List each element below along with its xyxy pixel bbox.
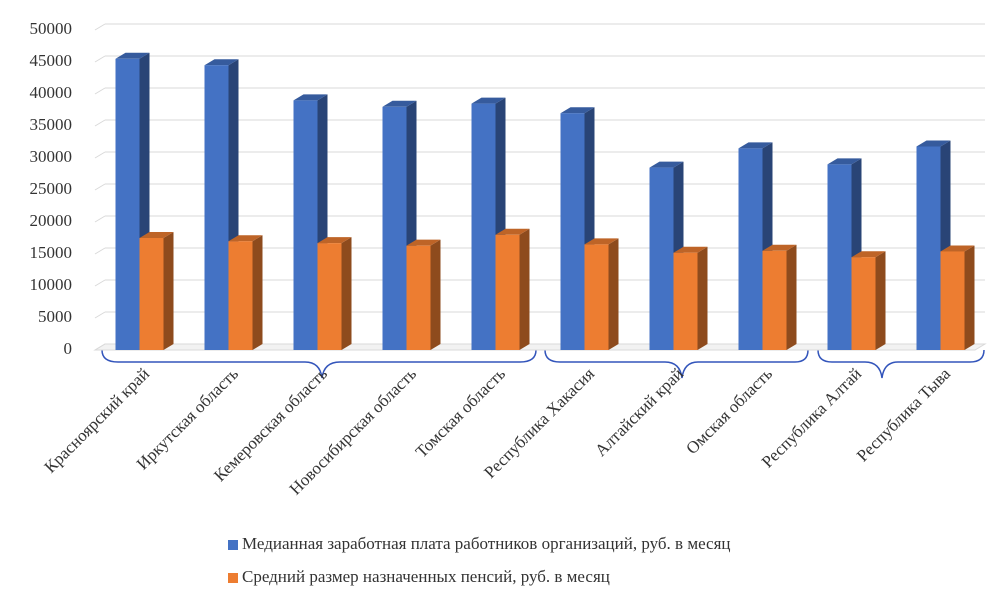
bar: [406, 245, 431, 350]
bar-side: [697, 246, 708, 350]
group-braces: [101, 349, 985, 379]
bar-side: [519, 228, 530, 350]
grid-line-side: [94, 119, 106, 127]
bar: [738, 148, 763, 350]
y-tick-label: 35000: [30, 115, 73, 134]
bar: [204, 65, 229, 350]
bar: [827, 164, 852, 350]
grid-line-side: [94, 183, 106, 191]
bar-side: [875, 251, 886, 350]
bar-top: [851, 251, 886, 258]
x-tick-label: Омская область: [682, 364, 776, 458]
bar-top: [471, 97, 506, 104]
bar: [560, 113, 585, 350]
bar-top: [916, 140, 951, 147]
bar-top: [673, 246, 708, 253]
bar: [649, 167, 674, 350]
bar: [471, 103, 496, 350]
legend-swatch: [228, 573, 238, 583]
brace: [101, 349, 537, 379]
grid-line-side: [94, 247, 106, 255]
y-tick-label: 15000: [30, 243, 73, 262]
bar-top: [940, 245, 975, 252]
bar-top: [762, 244, 797, 251]
grid-line-side: [94, 343, 106, 351]
bar: [940, 251, 965, 350]
bar: [584, 244, 609, 350]
bar-top: [560, 107, 595, 114]
bar-side: [786, 244, 797, 350]
bar-top: [738, 142, 773, 149]
y-tick-label: 0: [64, 339, 73, 358]
bar: [495, 234, 520, 350]
bar-top: [293, 94, 328, 101]
bar-top: [228, 235, 263, 242]
bar: [115, 58, 140, 351]
grid-line-side: [94, 55, 106, 63]
bar: [382, 106, 407, 350]
y-tick-label: 30000: [30, 147, 73, 166]
y-tick-label: 20000: [30, 211, 73, 230]
bar: [673, 252, 698, 350]
bar-top: [317, 237, 352, 244]
grid-line-side: [94, 23, 106, 31]
grid-line-side: [94, 215, 106, 223]
bar-side: [163, 232, 174, 350]
grid-line-side: [94, 279, 106, 287]
y-tick-label: 50000: [30, 19, 73, 38]
bar-side: [964, 245, 975, 350]
bar-top: [584, 238, 619, 245]
x-tick-label: Республика Тыва: [853, 364, 954, 465]
brace: [544, 349, 809, 379]
bar-top: [495, 228, 530, 235]
bar-side: [430, 239, 441, 350]
x-tick-label: Алтайский край: [591, 364, 687, 460]
bar: [317, 243, 342, 350]
bar: [762, 250, 787, 350]
bar-top: [382, 100, 417, 107]
bar-side: [341, 237, 352, 350]
y-tick-label: 40000: [30, 83, 73, 102]
bar: [139, 238, 164, 350]
grid-line-side: [94, 151, 106, 159]
bar-top: [115, 52, 150, 59]
bar: [916, 146, 941, 350]
bar: [228, 241, 253, 350]
y-tick-label: 25000: [30, 179, 73, 198]
legend-label: Средний размер назначенных пенсий, руб. …: [242, 567, 610, 586]
y-tick-label: 10000: [30, 275, 73, 294]
bar-top: [406, 239, 441, 246]
bar-top: [827, 158, 862, 165]
brace: [817, 349, 985, 379]
bar-side: [252, 235, 263, 350]
y-tick-label: 45000: [30, 51, 73, 70]
bar-top: [139, 232, 174, 238]
grid-line-side: [94, 87, 106, 95]
bar-top: [204, 59, 239, 66]
x-tick-label: Томская область: [412, 364, 510, 462]
bar: [293, 100, 318, 351]
y-tick-label: 5000: [38, 307, 72, 326]
legend-swatch: [228, 540, 238, 550]
bar-top: [649, 161, 684, 168]
bar: [851, 257, 876, 350]
grid-line-side: [94, 311, 106, 319]
legend-label: Медианная заработная плата работников ор…: [242, 534, 731, 553]
x-tick-label: Республика Алтай: [758, 364, 865, 471]
bar-side: [608, 238, 619, 350]
